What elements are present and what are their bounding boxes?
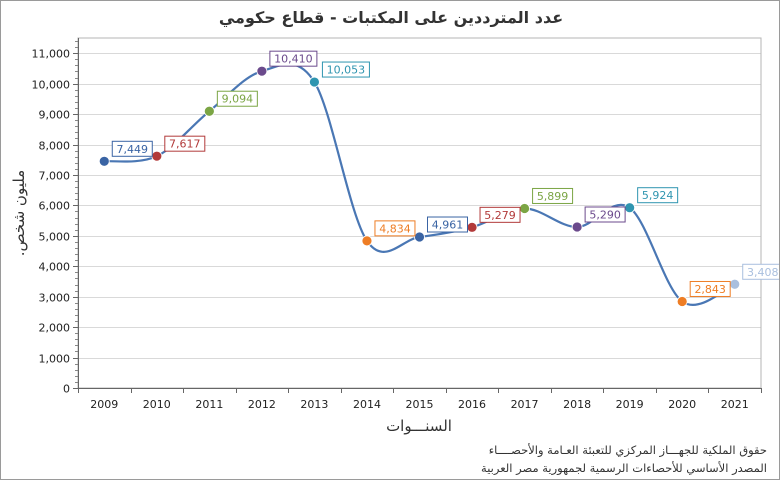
data-label-box [479,206,521,223]
data-label: 3,408 [747,266,779,279]
data-point [203,105,215,117]
grid-lines [78,53,761,359]
data-label: 7,449 [117,143,149,156]
data-label-box [532,187,574,204]
y-tick-label: 2,000 [39,322,71,335]
data-label-box [584,206,626,223]
x-tick-label: 2021 [721,398,749,411]
x-tick-label: 2009 [90,398,118,411]
data-label-box [164,135,206,152]
x-tick-label: 2015 [406,398,434,411]
data-labels: 7,449 7,617 9,094 10,410 10,053 4,834 4,961 5,2… [111,50,779,297]
x-tick-label: 2019 [616,398,644,411]
y-tick-label: 11,000 [32,48,71,61]
data-point [414,231,425,243]
y-tick-label: 8,000 [39,140,71,153]
data-point [571,221,583,233]
x-tick-label: 2018 [563,398,591,411]
data-label-box [427,216,468,233]
data-label: 10,053 [327,64,366,77]
data-point [624,202,636,214]
series-line [104,63,736,306]
chart-title: عدد المترددين على المكتبات - قطاع حكومي [219,8,563,28]
x-tick-label: 2017 [511,398,539,411]
data-label: 10,410 [274,53,313,66]
data-point [466,221,478,233]
x-axis-title: السنـــوات [386,417,452,435]
data-label: 4,834 [379,222,411,235]
plot-area [77,37,762,389]
y-tick-label: 10,000 [32,79,71,92]
y-tick-label: 5,000 [39,231,71,244]
y-axis-ticks: 0 1,000 2,000 3,000 4,000 5,000 6,000 7,000 8,00… [32,41,78,396]
data-label: 5,899 [537,190,569,203]
data-label-box [689,280,731,297]
x-tick-label: 2016 [458,398,486,411]
x-tick-label: 2012 [248,398,276,411]
data-point [676,296,688,307]
y-tick-label: 7,000 [39,170,71,183]
x-tick-label: 2020 [668,398,696,411]
data-points [98,65,741,307]
data-point [729,278,741,290]
y-tick-label: 0 [63,383,70,396]
y-tick-label: 1,000 [39,353,71,366]
data-point [361,235,373,247]
x-axis-ticks: 2009 2010 2011 2012 2013 2014 2015 2016 2017 2018… [78,388,762,411]
y-tick-label: 6,000 [39,200,71,213]
footer-copyright: حقوق الملكية للجهـــاز المركزي للتعبئة ا… [488,443,767,457]
y-tick-label: 9,000 [39,109,71,122]
data-point [151,150,163,162]
data-label-box [742,263,779,280]
data-label: 5,279 [484,209,516,222]
data-point [98,155,110,167]
x-tick-label: 2013 [300,398,328,411]
y-tick-label: 3,000 [39,292,71,305]
x-tick-label: 2014 [353,398,381,411]
data-label: 9,094 [222,93,254,106]
data-label: 5,924 [642,189,674,202]
data-point [519,203,530,214]
data-label: 5,290 [589,209,621,222]
footer-source: المصدر الأساسي للأحصاءات الرسمية لجمهوري… [481,461,767,475]
data-label-box [637,187,679,204]
data-point [256,65,268,77]
x-tick-label: 2011 [195,398,223,411]
axes [77,37,762,389]
data-label: 4,961 [432,219,464,232]
data-point [309,76,320,88]
data-label: 2,843 [694,283,726,296]
x-tick-label: 2010 [143,398,171,411]
data-label-box [216,90,258,107]
data-label-box [321,61,370,78]
data-label-box [269,50,318,67]
data-label-box [374,220,416,237]
data-label-box [111,140,153,157]
y-axis-title: مليون شخص. [10,170,28,256]
y-tick-label: 4,000 [39,261,71,274]
data-label: 7,617 [169,138,201,151]
